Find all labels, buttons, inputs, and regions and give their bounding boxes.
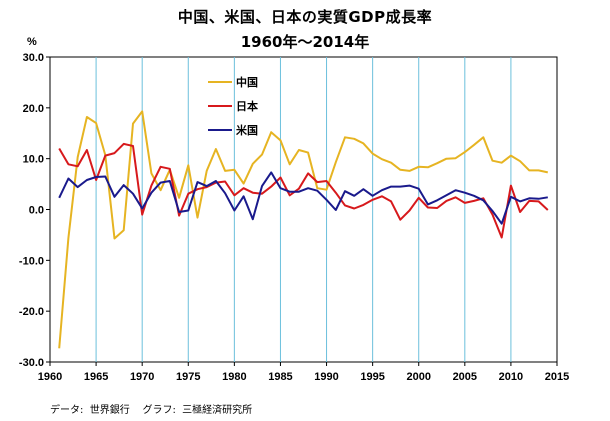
y-tick-label: 10.0: [23, 154, 44, 166]
x-tick-label: 1970: [130, 371, 154, 383]
series-lines: [58, 110, 549, 349]
y-tick-label: 30.0: [23, 52, 44, 64]
source-note: データ: 世界銀行 グラフ: 三極経済研究所: [50, 405, 253, 416]
x-axis-ticks: 1960 1965 1970 1975 1980 1985 1990 1995 2000 2005…: [38, 362, 569, 383]
chart-title: 中国、米国、日本の実質GDP成長率: [177, 8, 433, 26]
x-tick-label: 1985: [268, 371, 292, 383]
legend-label-2: 米国: [235, 123, 258, 137]
y-tick-label: 0.0: [29, 205, 44, 217]
series-line-2: [58, 171, 548, 225]
x-tick-label: 1980: [222, 371, 246, 383]
y-tick-label: -20.0: [19, 306, 44, 318]
chart-subtitle: 1960年～2014年: [240, 33, 370, 51]
y-tick-label: -10.0: [19, 255, 44, 267]
y-axis-ticks: 30.0 20.0 10.0 0.0 -10.0 -20.0 -30.0: [19, 52, 50, 369]
x-tick-label: 1995: [360, 371, 384, 383]
x-tick-label: 2000: [406, 371, 430, 383]
x-tick-label: 1990: [314, 371, 338, 383]
plot-frame: [49, 56, 558, 363]
series-line-0: [58, 110, 549, 349]
x-tick-label: 1960: [38, 371, 62, 383]
x-tick-label: 1965: [84, 371, 108, 383]
legend-label-0: 中国: [236, 75, 258, 89]
series-line-1: [58, 142, 549, 239]
y-tick-label: 20.0: [23, 103, 44, 115]
x-tick-label: 1975: [176, 371, 200, 383]
x-tick-label: 2015: [545, 371, 569, 383]
y-axis-unit: %: [27, 36, 37, 48]
y-tick-label: -30.0: [19, 357, 44, 369]
legend-label-1: 日本: [236, 99, 258, 113]
x-tick-label: 2010: [499, 371, 523, 383]
x-tick-label: 2005: [453, 371, 477, 383]
